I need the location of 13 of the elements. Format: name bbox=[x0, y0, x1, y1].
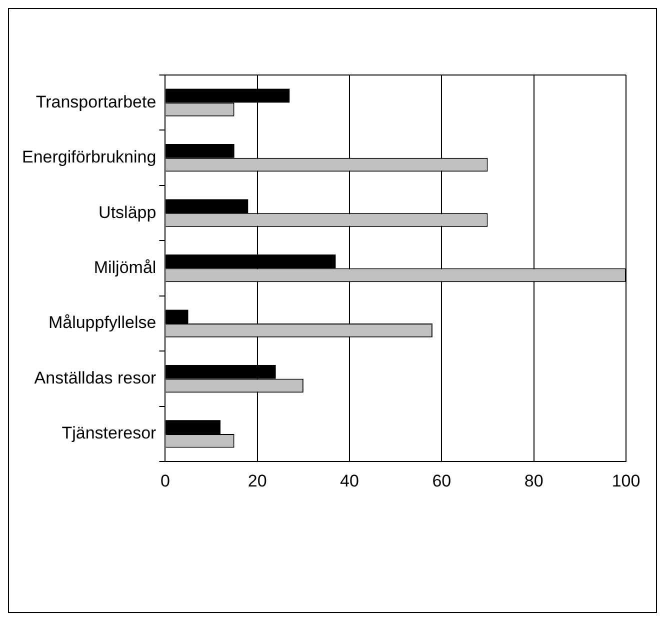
y-tick-label: Energiförbrukning bbox=[22, 148, 156, 167]
x-tick-label: 80 bbox=[524, 471, 544, 490]
y-tick-label: Transportarbete bbox=[36, 92, 156, 112]
y-tick-label: Utsläpp bbox=[98, 202, 156, 222]
x-tick-label: 20 bbox=[248, 471, 267, 490]
x-tick-label: 40 bbox=[340, 471, 359, 490]
y-tick-label: Måluppfyllelse bbox=[48, 313, 156, 332]
x-tick-label: 0 bbox=[160, 471, 170, 490]
x-tick-label: 60 bbox=[432, 471, 452, 490]
x-tick-label: 100 bbox=[612, 471, 640, 490]
y-tick-label: Anställdas resor bbox=[34, 368, 157, 388]
y-tick-label: Miljömål bbox=[94, 258, 156, 277]
y-tick-label: Tjänsteresor bbox=[62, 424, 157, 443]
